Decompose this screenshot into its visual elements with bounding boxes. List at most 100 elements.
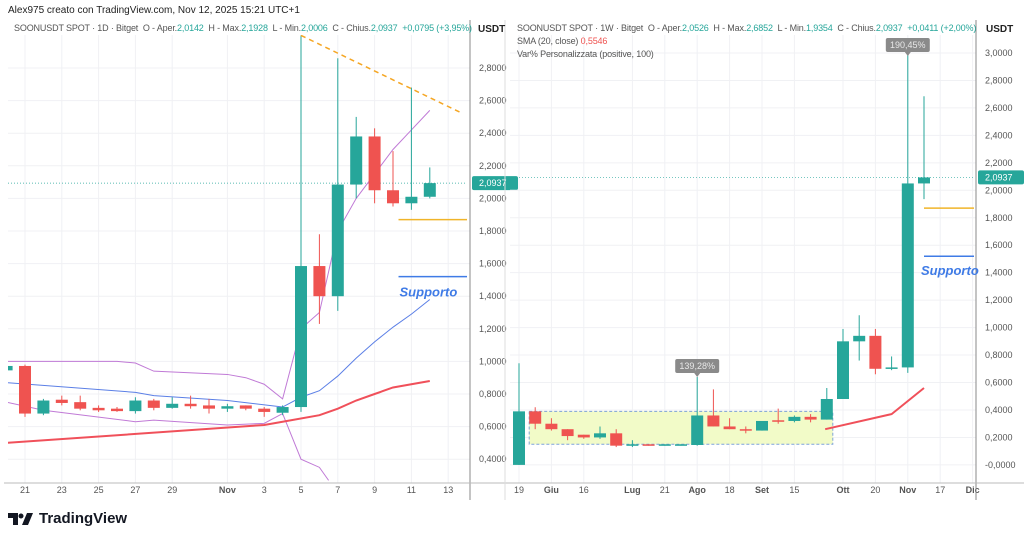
support-label: Supporto bbox=[921, 263, 979, 278]
candle-down bbox=[258, 408, 271, 412]
symbol-label: SOONUSDT SPOT · 1D · Bitget bbox=[14, 23, 139, 33]
y-tick-label: 1,6000 bbox=[479, 259, 507, 269]
close-label: C - Chius. bbox=[837, 23, 876, 33]
candle-up bbox=[350, 136, 363, 185]
support-label: Supporto bbox=[400, 284, 458, 299]
x-tick-label: 27 bbox=[130, 485, 140, 495]
candle-up bbox=[901, 183, 914, 368]
x-tick-label: 9 bbox=[372, 485, 377, 495]
x-tick-label: 18 bbox=[725, 485, 735, 495]
candle-up bbox=[594, 433, 606, 438]
tradingview-logo[interactable]: TradingView bbox=[8, 510, 127, 527]
badge-pointer bbox=[694, 373, 701, 378]
candle-down bbox=[313, 266, 326, 297]
candle-down bbox=[610, 433, 623, 446]
x-tick-label: Giu bbox=[544, 485, 559, 495]
y-tick-label: 1,0000 bbox=[985, 323, 1013, 333]
y-tick-label: 1,2000 bbox=[985, 295, 1013, 305]
x-tick-label: Nov bbox=[899, 485, 916, 495]
y-tick-label: 0,6000 bbox=[479, 422, 507, 432]
range-box bbox=[528, 410, 834, 445]
y-tick-label: 0,4000 bbox=[985, 405, 1013, 415]
y-tick-label: 1,8000 bbox=[985, 213, 1013, 223]
candle-up bbox=[675, 444, 687, 446]
low-label: L - Min. bbox=[272, 23, 302, 33]
band-basis-line bbox=[8, 299, 431, 408]
y-tick-label: 0,8000 bbox=[985, 350, 1013, 360]
x-tick-label: Set bbox=[755, 485, 769, 495]
candle-up bbox=[331, 184, 344, 297]
plot-area bbox=[510, 46, 974, 465]
candle-up bbox=[691, 415, 704, 445]
plot-area bbox=[8, 35, 467, 481]
candle-up bbox=[837, 341, 849, 399]
y-tick-label: 0,8000 bbox=[479, 389, 507, 399]
y-tick-label: 2,0000 bbox=[985, 185, 1013, 195]
open-value: 2,0142 bbox=[177, 23, 204, 33]
badge-pointer bbox=[904, 52, 911, 56]
x-tick-label: 23 bbox=[57, 485, 67, 495]
candle-up bbox=[37, 400, 50, 414]
x-tick-label: 5 bbox=[298, 485, 303, 495]
resistance-trendline bbox=[300, 35, 464, 115]
tradingview-logo-icon bbox=[8, 512, 33, 525]
band-upper-line bbox=[8, 110, 431, 400]
y-tick-label: 2,8000 bbox=[479, 63, 507, 73]
x-tick-label: Dic bbox=[966, 485, 980, 495]
candle-down bbox=[723, 426, 736, 430]
band-lower-line bbox=[8, 401, 330, 481]
x-tick-label: 15 bbox=[789, 485, 799, 495]
y-tick-label: 0,2000 bbox=[985, 432, 1013, 442]
high-value: 2,1928 bbox=[241, 23, 268, 33]
symbol-label: SOONUSDT SPOT · 1W · Bitget bbox=[517, 23, 644, 33]
chart-credit: Alex975 creato con TradingView.com, Nov … bbox=[8, 5, 300, 16]
y-tick-label: 2,6000 bbox=[985, 103, 1013, 113]
y-tick-label: 2,6000 bbox=[479, 96, 507, 106]
sma-label: SMA (20, close) bbox=[517, 36, 579, 46]
candle-down bbox=[111, 408, 123, 412]
x-tick-label: Ago bbox=[688, 485, 706, 495]
x-tick-label: 13 bbox=[443, 485, 453, 495]
y-tick-label: 2,4000 bbox=[985, 130, 1013, 140]
y-tick-label: 1,4000 bbox=[985, 268, 1013, 278]
right-currency-label: USDT bbox=[986, 24, 1014, 35]
candle-up bbox=[756, 420, 768, 431]
weekly-chart: -0,0000 0,2000 0,4000 0,6000 0,8000 1,0000 1,2… bbox=[506, 20, 1024, 500]
candle-down bbox=[545, 423, 558, 430]
last-price-badge bbox=[978, 170, 1024, 185]
close-value: 2,0937 bbox=[370, 23, 398, 33]
y-tick-label: 1,8000 bbox=[479, 226, 507, 236]
low-value: 2,0006 bbox=[301, 23, 328, 33]
percent-change-label: 190,45% bbox=[890, 40, 926, 50]
candle-up bbox=[788, 416, 801, 421]
low-label: L - Min. bbox=[777, 23, 807, 33]
last-price-label: 2,0937 bbox=[479, 178, 507, 188]
change-value: +0,0795 (+3,95%) bbox=[402, 23, 472, 33]
y-tick-label: 0,4000 bbox=[479, 454, 507, 464]
candle-up bbox=[166, 403, 179, 408]
x-tick-label: Lug bbox=[624, 485, 641, 495]
candle-down bbox=[19, 365, 31, 414]
percent-change-label: 139,28% bbox=[679, 361, 715, 371]
x-tick-label: Ott bbox=[837, 485, 850, 495]
y-tick-label: 2,0000 bbox=[479, 193, 507, 203]
candle-up bbox=[820, 398, 833, 420]
y-tick-label: 0,6000 bbox=[985, 378, 1013, 388]
candle-up bbox=[8, 365, 13, 371]
x-tick-label: 21 bbox=[660, 485, 670, 495]
candle-down bbox=[529, 411, 542, 424]
candle-down bbox=[577, 434, 590, 438]
close-value: 2,0937 bbox=[875, 23, 903, 33]
percent-change-badge bbox=[885, 38, 930, 52]
candle-down bbox=[561, 429, 574, 437]
candle-down bbox=[74, 402, 87, 409]
x-tick-label: 11 bbox=[407, 485, 416, 495]
low-value: 1,9354 bbox=[806, 23, 833, 33]
high-label: H - Max. bbox=[713, 23, 747, 33]
candle-down bbox=[869, 335, 882, 369]
close-label: C - Chius. bbox=[332, 23, 371, 33]
candle-up bbox=[295, 266, 307, 408]
change-value: +0,0411 (+2,00%) bbox=[907, 23, 977, 33]
y-tick-label: 3,0000 bbox=[985, 48, 1013, 58]
